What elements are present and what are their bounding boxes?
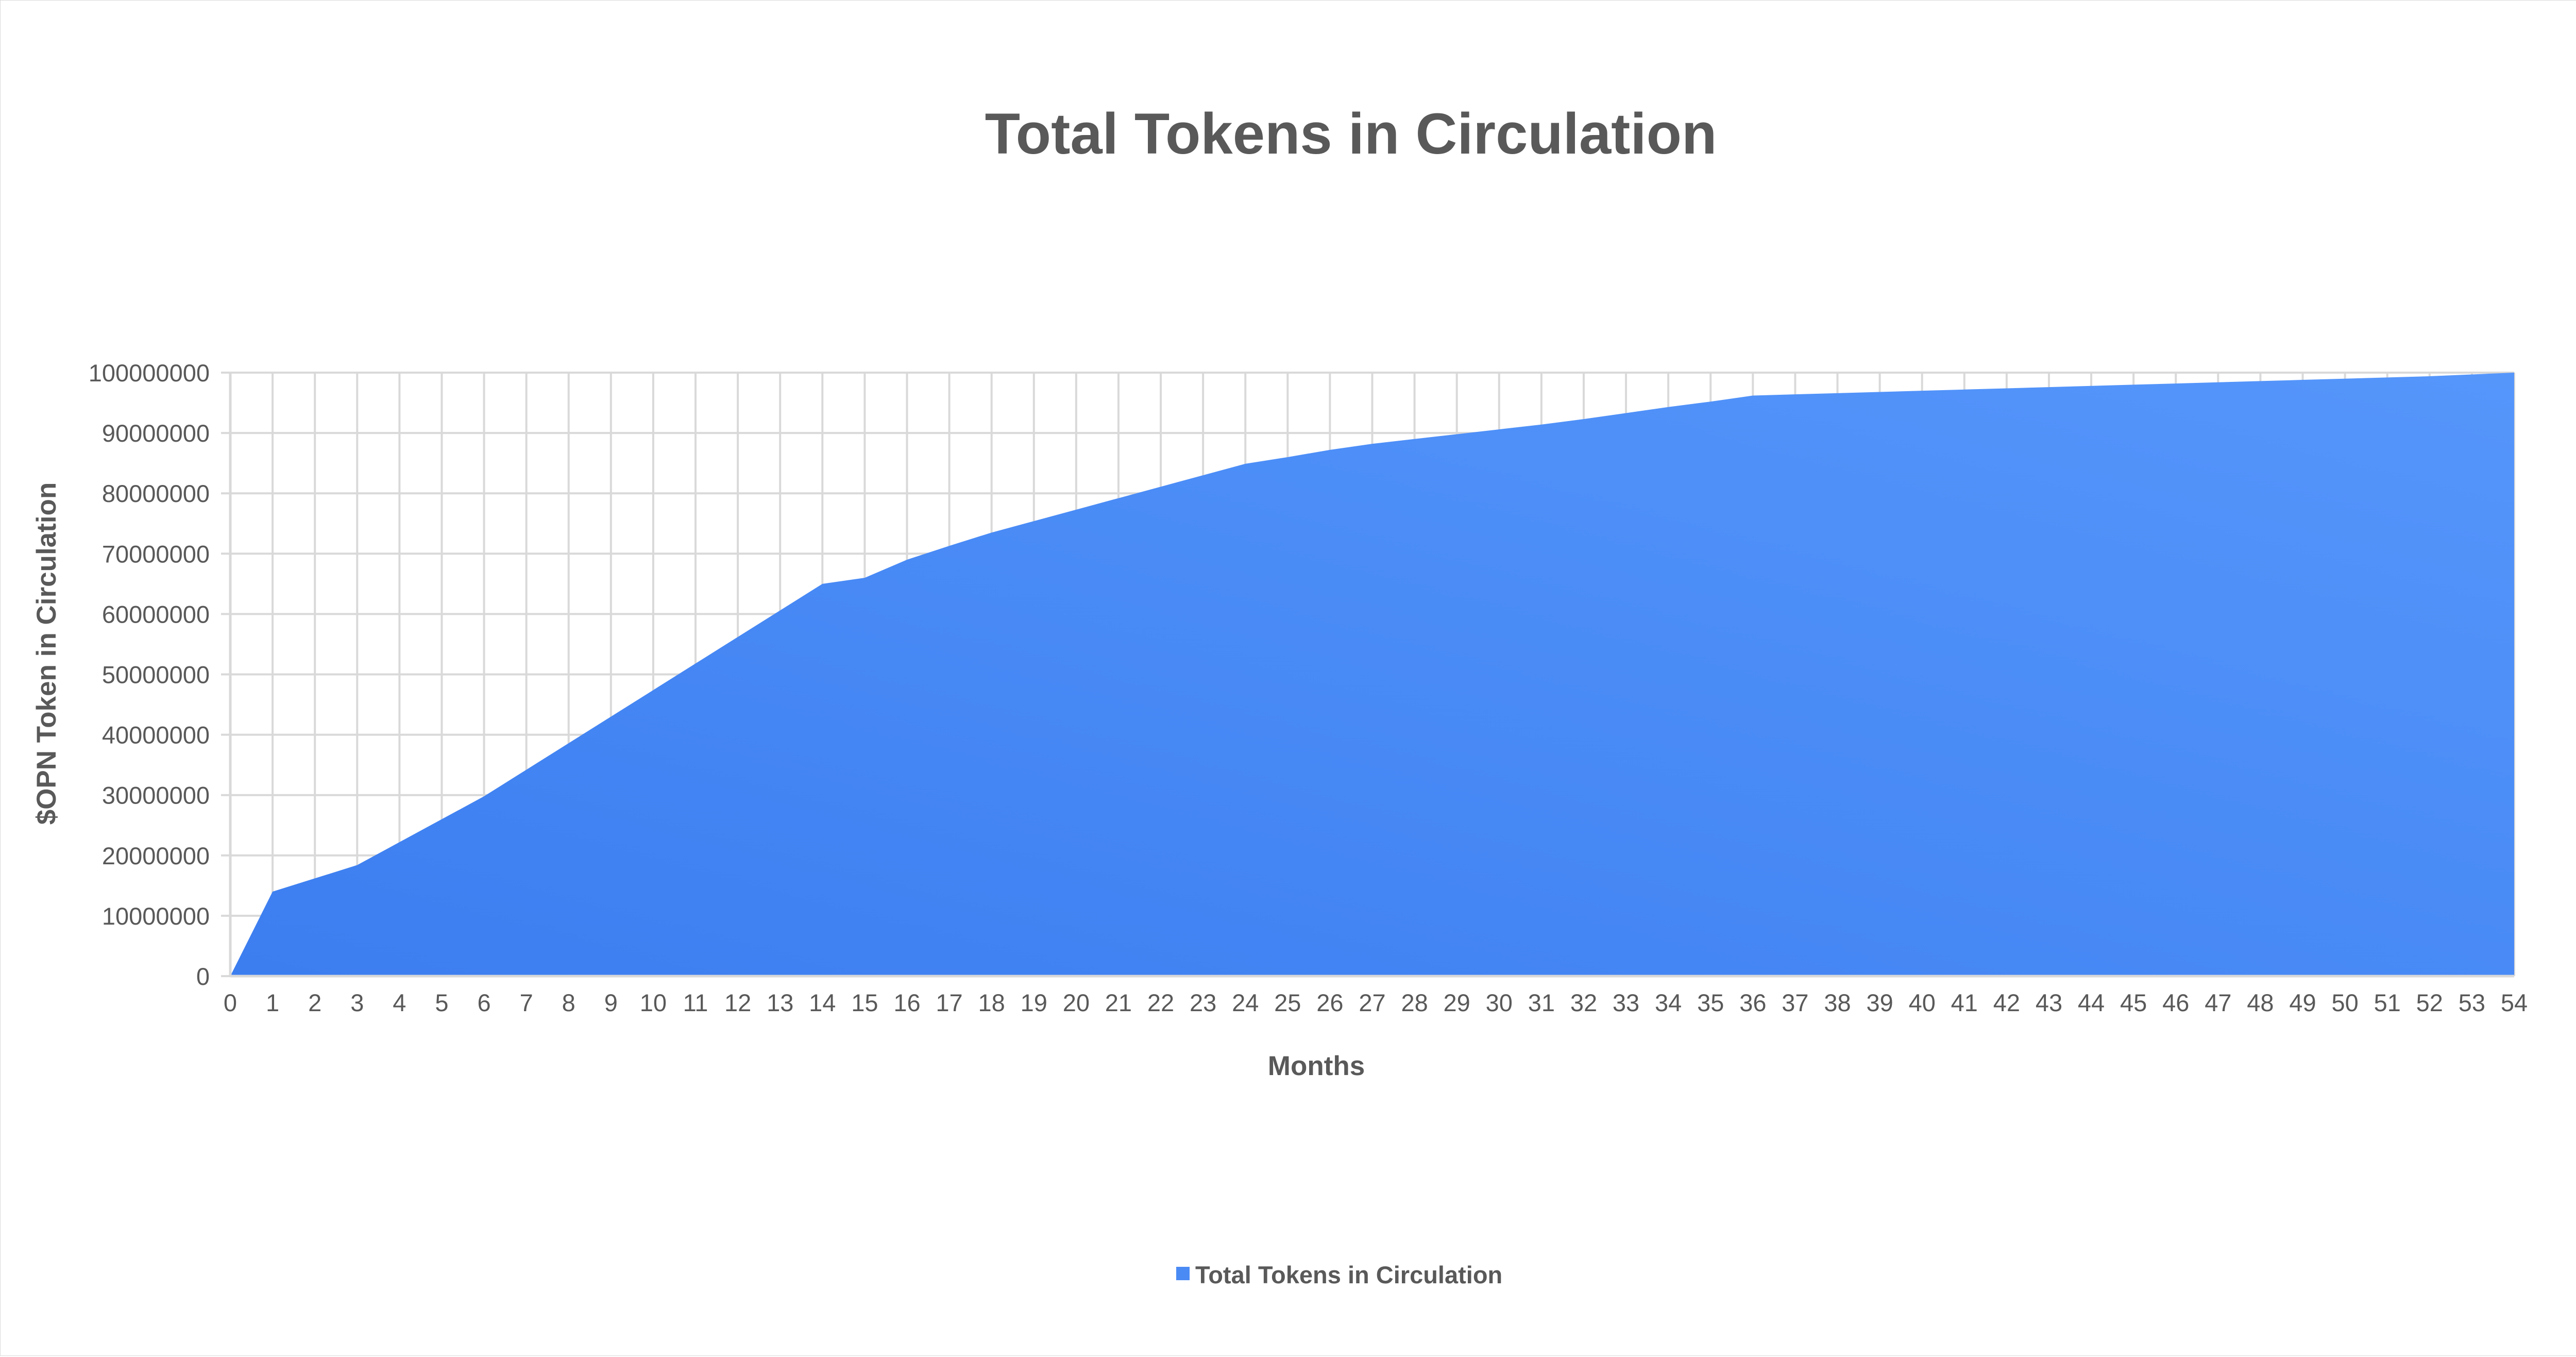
y-tick-label: 10000000	[102, 902, 210, 930]
x-tick-label: 46	[2162, 989, 2189, 1016]
x-tick-label: 13	[767, 989, 793, 1016]
x-tick-label: 14	[809, 989, 836, 1016]
x-tick-label: 51	[2374, 989, 2401, 1016]
legend-label: Total Tokens in Circulation	[1195, 1261, 1502, 1288]
legend: Total Tokens in Circulation	[1176, 1261, 1502, 1288]
series-area-layer	[230, 373, 2514, 976]
x-tick-label: 37	[1782, 989, 1808, 1016]
x-tick-label: 0	[224, 989, 237, 1016]
x-tick-label: 24	[1232, 989, 1259, 1016]
x-axis-title: Months	[1268, 1051, 1365, 1081]
axes	[229, 373, 2514, 978]
x-tick-label: 53	[2459, 989, 2485, 1016]
x-tick-label: 19	[1021, 989, 1047, 1016]
x-tick-label: 2	[308, 989, 321, 1016]
y-tick-label: 50000000	[102, 661, 210, 689]
x-tick-label: 28	[1401, 989, 1428, 1016]
x-tick-label: 17	[936, 989, 962, 1016]
x-tick-label: 48	[2247, 989, 2274, 1016]
y-tick-label: 90000000	[102, 420, 210, 447]
x-tick-label: 18	[978, 989, 1005, 1016]
x-tick-label: 26	[1316, 989, 1343, 1016]
y-tick-label: 20000000	[102, 842, 210, 869]
x-tick-label: 21	[1105, 989, 1132, 1016]
x-tick-label: 10	[640, 989, 667, 1016]
x-tick-label: 50	[2331, 989, 2358, 1016]
x-tick-label: 27	[1359, 989, 1385, 1016]
x-tick-label: 32	[1570, 989, 1597, 1016]
x-tick-label: 36	[1739, 989, 1766, 1016]
x-tick-label: 35	[1697, 989, 1724, 1016]
x-tick-label: 23	[1190, 989, 1216, 1016]
x-tick-label: 42	[1993, 989, 2020, 1016]
x-tick-label: 40	[1909, 989, 1936, 1016]
y-tick-label: 60000000	[102, 600, 210, 628]
x-tick-label: 45	[2120, 989, 2147, 1016]
y-tick-label: 80000000	[102, 480, 210, 507]
x-tick-label: 30	[1486, 989, 1513, 1016]
x-tick-label: 43	[2036, 989, 2062, 1016]
x-tick-label: 12	[724, 989, 751, 1016]
x-tick-label: 33	[1613, 989, 1639, 1016]
x-tick-label: 44	[2078, 989, 2105, 1016]
x-tick-label: 8	[562, 989, 575, 1016]
y-tick-label: 40000000	[102, 722, 210, 749]
x-tick-label: 52	[2416, 989, 2443, 1016]
legend-swatch	[1176, 1267, 1190, 1280]
x-tick-label: 31	[1528, 989, 1555, 1016]
y-tick-label: 0	[196, 963, 210, 990]
x-tick-label: 11	[683, 989, 708, 1016]
x-tick-label: 7	[520, 989, 533, 1016]
x-tick-label: 41	[1951, 989, 1978, 1016]
x-tick-labels: 0 1 2 3 4 5 6 7 8 9 10 11 12 13 14 15 16 17 18 19 20 21 22 23 24…	[224, 989, 2528, 1016]
x-tick-label: 49	[2289, 989, 2316, 1016]
x-tick-label: 29	[1444, 989, 1470, 1016]
x-tick-label: 20	[1063, 989, 1090, 1016]
x-tick-label: 1	[266, 989, 279, 1016]
y-tick-label: 70000000	[102, 540, 210, 567]
chart-title: Total Tokens in Circulation	[985, 102, 1717, 166]
y-tick-labels: 0 10000000 20000000 30000000 40000000 5000000…	[89, 359, 210, 990]
y-tick-label: 100000000	[89, 359, 210, 387]
x-tick-label: 39	[1866, 989, 1893, 1016]
x-tick-label: 38	[1824, 989, 1851, 1016]
x-tick-label: 4	[393, 989, 406, 1016]
x-tick-label: 34	[1655, 989, 1682, 1016]
x-tick-label: 6	[477, 989, 490, 1016]
y-axis-title: $OPN Token in Circulation	[31, 482, 62, 825]
x-tick-label: 47	[2205, 989, 2231, 1016]
x-tick-label: 22	[1147, 989, 1174, 1016]
x-tick-label: 25	[1274, 989, 1301, 1016]
x-tick-label: 5	[435, 989, 448, 1016]
x-tick-label: 3	[350, 989, 364, 1016]
x-tick-label: 9	[604, 989, 618, 1016]
x-tick-label: 16	[893, 989, 920, 1016]
x-tick-label: 54	[2501, 989, 2528, 1016]
series-area-total-tokens	[230, 373, 2514, 976]
y-tick-label: 30000000	[102, 782, 210, 809]
x-tick-label: 15	[851, 989, 878, 1016]
